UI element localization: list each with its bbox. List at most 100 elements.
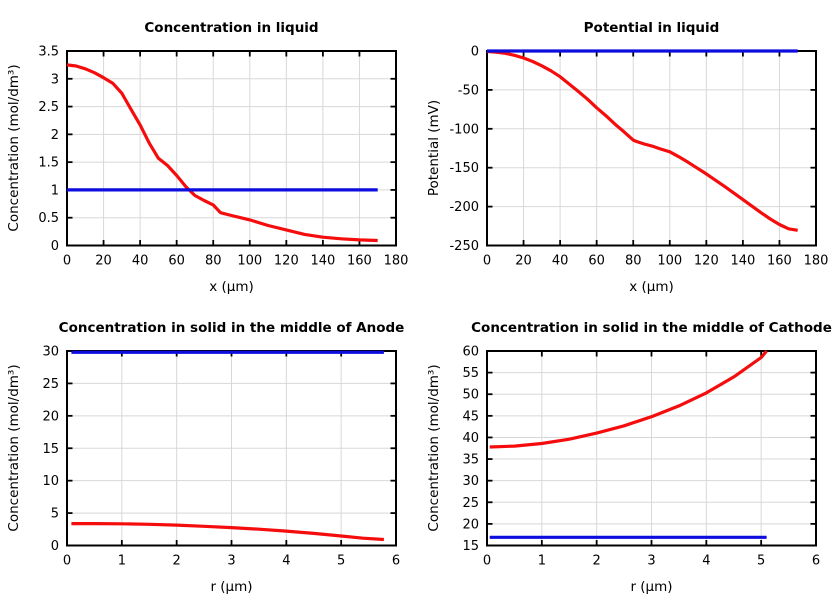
x-tick-label: 0 [63,554,71,569]
y-tick-label: 0.5 [38,211,59,226]
x-tick-label: 1 [118,554,126,569]
x-tick-label: 20 [95,254,112,269]
chart-title: Concentration in solid in the middle of … [471,320,832,336]
x-tick-label: 20 [515,254,532,269]
x-tick-label: 2 [593,554,601,569]
y-tick-label: 45 [462,409,479,424]
x-tick-label: 3 [227,554,235,569]
x-tick-label: 160 [347,254,372,269]
y-tick-label: 25 [42,377,59,392]
x-tick-label: 6 [812,554,820,569]
series-anode-solid-concentration-profile [71,522,384,542]
x-tick-label: 120 [694,254,719,269]
y-tick-label: -50 [458,83,479,98]
x-tick-label: 2 [173,554,181,569]
series-liquid-concentration-profile [66,63,378,243]
x-tick-label: 180 [384,254,409,269]
y-axis-label: Concentration (mol/dm³) [426,364,442,531]
y-axis-label: Potential (mV) [426,100,442,196]
chart-svg-potential-liquid: 0 20 40 60 80 100 120 140 160 180 -250 -200 -150 -100… [426,20,828,295]
y-tick-label: 30 [42,345,59,360]
y-tick-label: 2 [51,128,59,143]
chart-panel-potential-liquid: 0 20 40 60 80 100 120 140 160 180 -250 -200 -150 -100… [420,0,840,300]
y-tick-label: 55 [462,366,479,381]
chart-panel-concentration-liquid: 0 20 40 60 80 100 120 140 160 180 0 0.5 1 1.5 2 2.5 3 3.5… [0,0,420,300]
x-tick-label: 5 [757,554,765,569]
y-tick-label: 25 [462,496,479,511]
y-tick-label: 50 [462,388,479,403]
x-tick-label: 40 [132,254,149,269]
x-tick-label: 0 [483,554,491,569]
y-tick-label: -100 [449,122,479,137]
y-tick-label: 3.5 [38,45,59,60]
x-tick-label: 100 [657,254,682,269]
chart-svg-anode-solid-concentration: 0 1 2 3 4 5 6 0 5 10 15 20 25 30 Concentration in sol… [6,320,405,595]
x-axis-label: r (µm) [630,579,672,595]
chart-svg-concentration-liquid: 0 20 40 60 80 100 120 140 160 180 0 0.5 1 1.5 2 2.5 3 3.5… [6,20,408,295]
y-tick-label: 3 [51,72,59,87]
x-tick-label: 1 [538,554,546,569]
y-tick-label: -250 [449,239,479,254]
axis-ticks [486,350,817,547]
y-tick-label: -150 [449,161,479,176]
series-liquid-potential-profile [486,49,798,232]
x-tick-label: 140 [730,254,755,269]
y-tick-label: 0 [51,539,59,554]
chart-panel-cathode-solid-concentration: 0 1 2 3 4 5 6 15 20 25 30 35 40 45 50 55 60 Concentratio… [420,300,840,600]
x-tick-label: 0 [63,254,71,269]
chart-title: Concentration in solid in the middle of … [59,320,405,336]
plot-area: 0 1 2 3 4 5 6 0 5 10 15 20 25 30 [42,345,400,569]
axis-ticks [66,50,397,247]
y-tick-label: 1.5 [38,156,59,171]
x-tick-label: 4 [282,554,290,569]
chart-title: Concentration in liquid [144,20,318,36]
y-tick-label: 1 [51,183,59,198]
x-tick-label: 120 [274,254,299,269]
x-tick-label: 80 [205,254,222,269]
x-tick-label: 4 [702,554,710,569]
plot-border [66,50,397,247]
y-axis-label: Concentration (mol/dm³) [6,364,22,531]
grid-lines [67,351,396,546]
grid-lines [487,351,816,546]
y-tick-label: 40 [462,431,479,446]
x-tick-label: 40 [552,254,569,269]
x-tick-label: 60 [588,254,605,269]
y-tick-label: -200 [449,200,479,215]
y-tick-label: 5 [51,507,59,522]
y-tick-label: 0 [51,239,59,254]
x-tick-label: 60 [168,254,185,269]
y-axis-label: Concentration (mol/dm³) [6,64,22,231]
x-tick-label: 140 [310,254,335,269]
x-tick-label: 6 [392,554,400,569]
x-tick-label: 160 [767,254,792,269]
x-axis-label: x (µm) [629,279,674,295]
x-tick-label: 5 [337,554,345,569]
x-axis-label: x (µm) [209,279,254,295]
plot-area: 0 20 40 60 80 100 120 140 160 180 -250 -200 -150 -100… [449,45,828,269]
x-axis-label: r (µm) [210,579,252,595]
x-tick-label: 0 [483,254,491,269]
x-tick-label: 3 [647,554,655,569]
y-tick-label: 35 [462,453,479,468]
y-tick-label: 20 [462,517,479,532]
y-tick-label: 60 [462,345,479,360]
x-tick-label: 80 [625,254,642,269]
x-tick-label: 180 [804,254,829,269]
y-tick-label: 0 [471,45,479,60]
series-cathode-solid-concentration-profile [489,349,768,449]
chart-panel-anode-solid-concentration: 0 1 2 3 4 5 6 0 5 10 15 20 25 30 Concentration in sol… [0,300,420,600]
y-tick-label: 15 [462,539,479,554]
x-tick-label: 100 [237,254,262,269]
y-tick-label: 20 [42,409,59,424]
grid-lines [487,51,816,246]
y-tick-label: 15 [42,442,59,457]
chart-title: Potential in liquid [584,20,720,36]
y-tick-label: 30 [462,474,479,489]
y-tick-label: 10 [42,474,59,489]
plot-area: 0 20 40 60 80 100 120 140 160 180 0 0.5 1 1.5 2 2.5 3 3.5 [38,45,408,269]
y-tick-label: 2.5 [38,100,59,115]
